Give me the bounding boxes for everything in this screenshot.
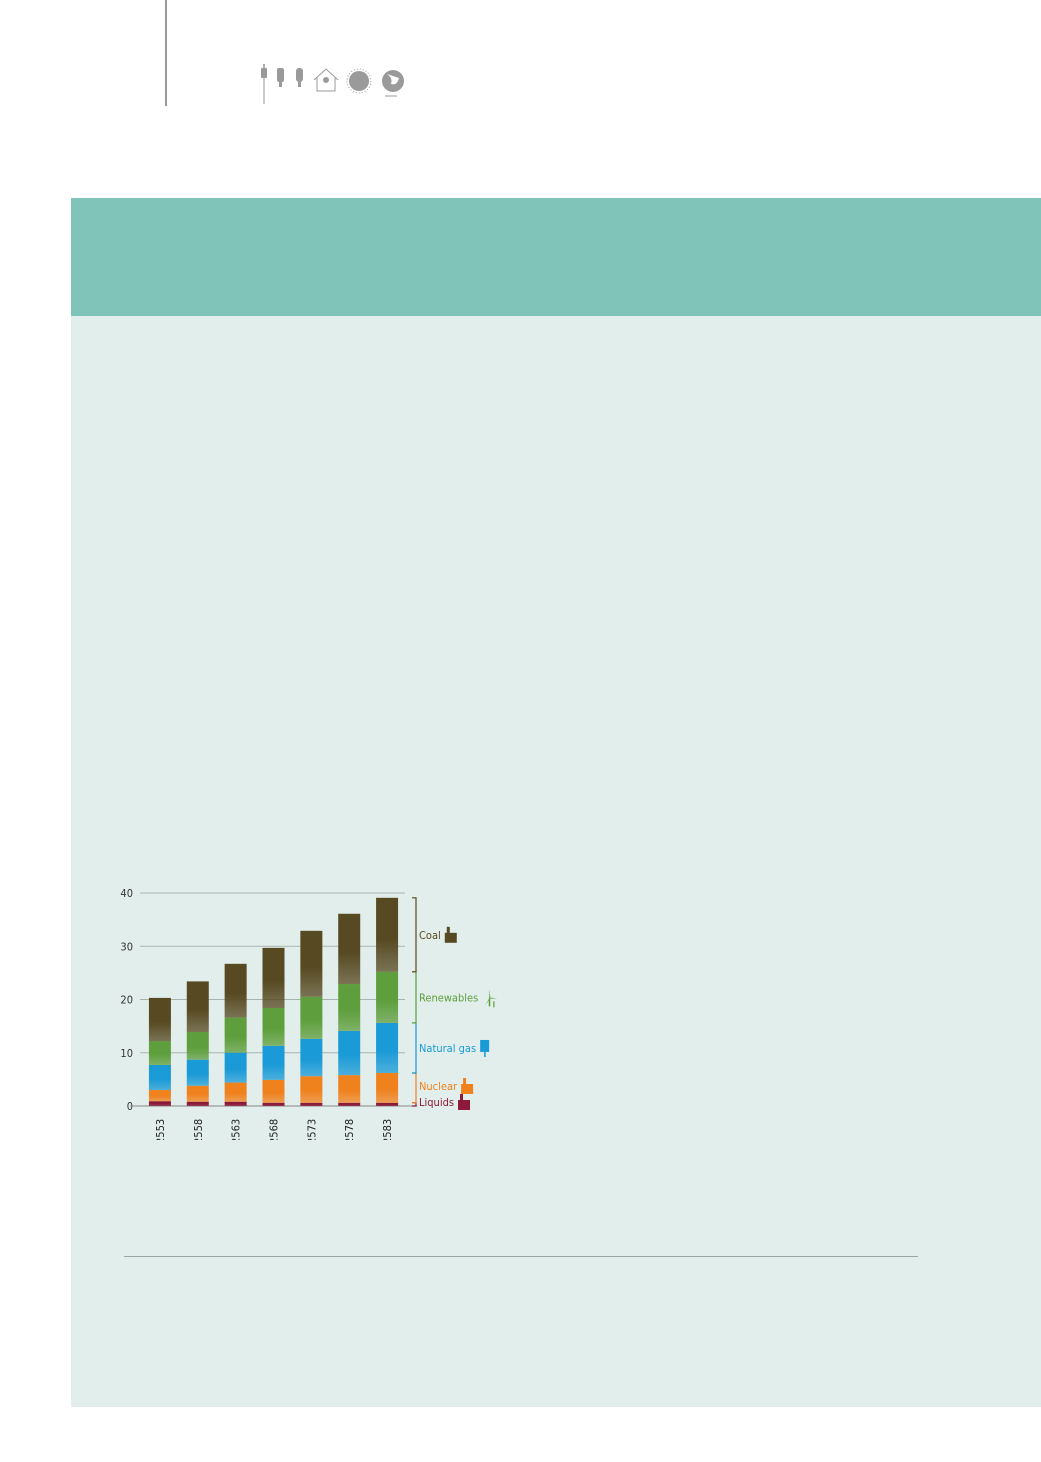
content-panel xyxy=(71,316,1041,1407)
bar-segment-coal xyxy=(338,913,361,985)
legend-bracket xyxy=(412,971,417,1024)
plug-icon xyxy=(261,64,267,104)
oil-refinery-icon xyxy=(458,1094,471,1110)
legend-bracket xyxy=(412,1022,417,1074)
header-icons xyxy=(261,64,404,104)
wind-turbine-icon xyxy=(485,989,498,1008)
margin-rule xyxy=(165,0,167,106)
bar-segment-coal xyxy=(224,963,247,1018)
solar-panel-icon xyxy=(480,1039,490,1057)
y-tick-label: 10 xyxy=(120,1047,133,1060)
legend-label-natural-gas: Natural gas xyxy=(419,1042,476,1055)
bar-segment-coal xyxy=(262,947,285,1009)
x-tick-label: 2583 xyxy=(381,1119,394,1140)
bar-segment-renewables xyxy=(300,996,323,1039)
bar-segment-natural-gas xyxy=(224,1052,247,1083)
bar-segment-liquids xyxy=(148,1101,171,1106)
green-house-icon xyxy=(313,68,339,92)
footer-rule xyxy=(124,1256,918,1257)
bar-segment-liquids xyxy=(224,1101,247,1106)
bar-segment-renewables xyxy=(376,971,399,1023)
y-tick-label: 20 xyxy=(120,994,133,1007)
bar-segment-nuclear xyxy=(300,1076,323,1103)
bar-segment-nuclear xyxy=(376,1072,399,1103)
sun-icon xyxy=(346,68,372,94)
x-tick-label: 2553 xyxy=(154,1119,167,1140)
bar-segment-liquids xyxy=(262,1102,285,1106)
bar-segment-natural-gas xyxy=(148,1064,171,1091)
globe-icon xyxy=(382,70,404,97)
legend-bracket xyxy=(412,897,417,973)
bar-segment-liquids xyxy=(338,1102,361,1106)
bar-segment-natural-gas xyxy=(338,1030,361,1076)
bar-segment-renewables xyxy=(148,1041,171,1065)
bar-segment-coal xyxy=(300,930,323,997)
bar-segment-liquids xyxy=(300,1102,323,1106)
legend-bracket xyxy=(412,1072,417,1104)
x-tick-label: 2563 xyxy=(230,1119,243,1140)
bar-segment-natural-gas xyxy=(186,1059,209,1086)
y-tick-label: 40 xyxy=(120,887,133,900)
bar-segment-liquids xyxy=(186,1101,209,1106)
y-tick-label: 0 xyxy=(127,1100,133,1113)
bar-segment-natural-gas xyxy=(376,1022,399,1073)
bar-segment-liquids xyxy=(376,1102,399,1106)
cfl-bulb-icon xyxy=(296,68,303,87)
bar-segment-nuclear xyxy=(224,1082,247,1102)
x-tick-label: 2568 xyxy=(268,1119,281,1140)
stacked-bar-chart: 0 10 20 30 40 2553 2558 2563 2568 2573 2578 2583 Liq… xyxy=(120,887,498,1140)
bar-segment-coal xyxy=(186,981,209,1032)
bar-segment-nuclear xyxy=(186,1085,209,1102)
y-tick-label: 30 xyxy=(120,940,133,953)
x-tick-label: 2578 xyxy=(343,1119,356,1140)
factory-icon xyxy=(444,926,457,943)
legend-label-nuclear: Nuclear xyxy=(419,1080,458,1093)
header-band xyxy=(71,198,1041,316)
bar-segment-natural-gas xyxy=(300,1038,323,1077)
nuclear-plant-icon xyxy=(461,1078,474,1094)
bar-segment-coal xyxy=(376,897,399,972)
legend-label-renewables: Renewables xyxy=(419,991,478,1004)
legend-label-coal: Coal xyxy=(419,929,441,942)
x-tick-label: 2573 xyxy=(305,1119,318,1140)
bar-segment-renewables xyxy=(224,1017,247,1053)
bar-segment-nuclear xyxy=(148,1090,171,1102)
bar-segment-coal xyxy=(148,997,171,1042)
bulb-icon xyxy=(277,68,284,87)
bar-segment-renewables xyxy=(186,1031,209,1060)
bar-segment-nuclear xyxy=(338,1075,361,1103)
bar-segment-natural-gas xyxy=(262,1045,285,1080)
x-tick-label: 2558 xyxy=(192,1119,205,1140)
legend-label-liquids: Liquids xyxy=(419,1096,454,1109)
bar-segment-renewables xyxy=(262,1008,285,1046)
bar-segment-renewables xyxy=(338,984,361,1031)
bar-segment-nuclear xyxy=(262,1079,285,1103)
